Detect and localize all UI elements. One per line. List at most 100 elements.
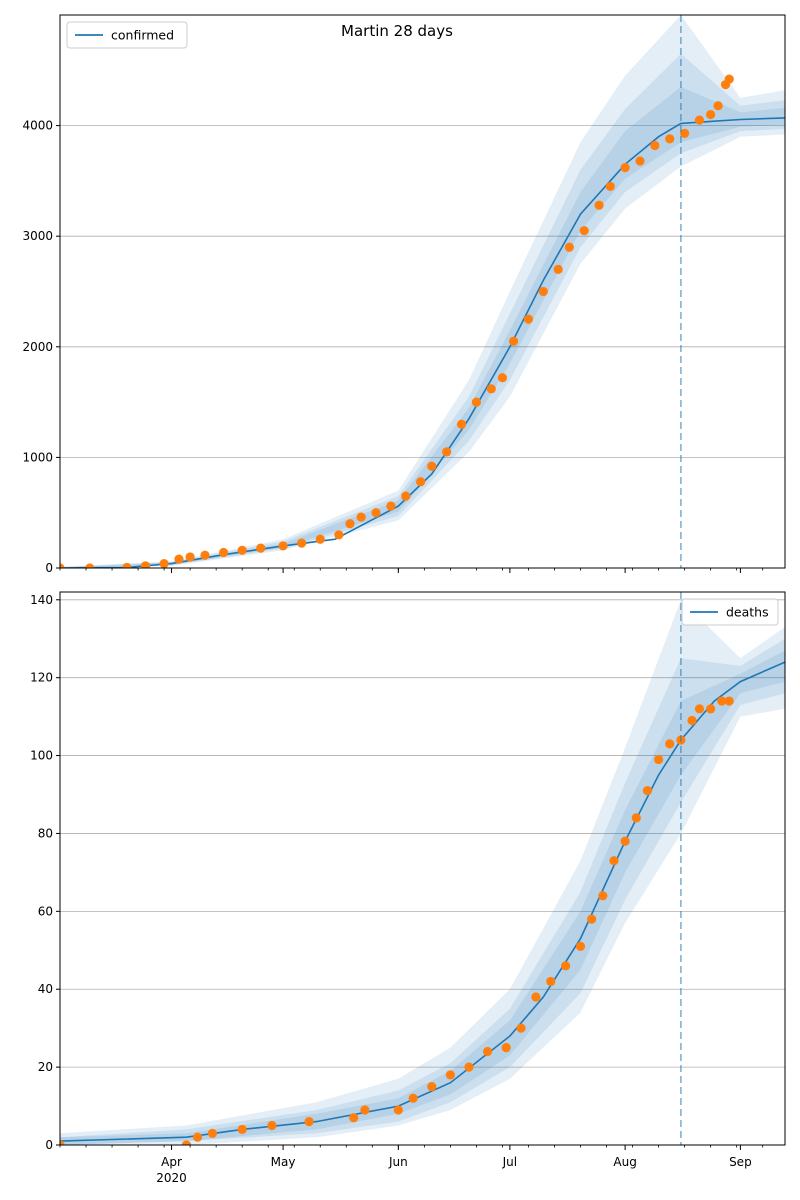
observed-point — [713, 101, 723, 111]
plot-area — [60, 599, 785, 1145]
observed-point — [724, 74, 734, 84]
observed-point — [386, 501, 396, 511]
observed-point — [122, 562, 132, 568]
y-tick-label: 0 — [45, 1138, 53, 1152]
observed-point — [706, 704, 716, 714]
y-tick-label: 20 — [38, 1060, 53, 1074]
observed-point — [185, 552, 195, 562]
observed-point — [598, 891, 608, 901]
uncertainty-band-3 — [60, 86, 785, 568]
axes-frame — [59, 14, 786, 569]
x-tick-label: May — [271, 1155, 296, 1169]
observed-point — [237, 545, 247, 555]
observed-point — [620, 163, 630, 173]
observed-point — [60, 1140, 65, 1145]
observed-point — [706, 109, 716, 120]
observed-point — [427, 1081, 437, 1092]
observed-point — [546, 976, 556, 987]
y-tick-label: 1000 — [22, 450, 53, 464]
x-tick-label: Aug — [613, 1155, 636, 1169]
observed-point — [650, 140, 660, 151]
y-tick-label: 60 — [38, 904, 53, 918]
plot-area — [60, 15, 785, 568]
model-line-deaths — [60, 661, 785, 1142]
observed-point — [575, 941, 586, 951]
observed-point — [304, 1117, 314, 1127]
observed-point — [345, 519, 355, 529]
observed-point — [278, 541, 288, 551]
legend-label: deaths — [726, 605, 769, 620]
observed-point — [159, 558, 169, 568]
observed-point — [665, 134, 675, 144]
observed-point — [371, 508, 381, 518]
uncertainty-band-3 — [60, 650, 785, 1145]
observed-point — [717, 696, 727, 706]
observed-point — [349, 1113, 359, 1123]
observed-point — [140, 561, 151, 568]
uncertainty-band-1 — [60, 15, 785, 568]
observed-point — [445, 1070, 455, 1080]
observed-point — [471, 397, 482, 407]
observed-point — [642, 786, 653, 796]
observed-point — [609, 856, 619, 866]
observed-point — [218, 547, 229, 558]
legend-deaths: deaths — [681, 598, 779, 626]
observed-point — [694, 704, 705, 714]
y-tick-label: 4000 — [22, 119, 53, 133]
observed-point — [486, 384, 496, 394]
observed-point — [181, 1140, 192, 1145]
observed-point — [635, 156, 645, 166]
observed-point — [531, 992, 541, 1002]
uncertainty-band-1 — [60, 599, 785, 1145]
observed-point — [464, 1062, 474, 1072]
observed-point — [587, 914, 597, 924]
uncertainty-band-2 — [60, 638, 785, 1145]
observed-point — [653, 754, 664, 765]
x-tick-label: Apr — [161, 1155, 182, 1169]
observed-point — [594, 200, 604, 210]
legend-box — [681, 598, 779, 626]
observed-point — [408, 1093, 418, 1103]
observed-point — [508, 336, 519, 346]
observed-point — [192, 1132, 203, 1142]
observed-point — [538, 286, 548, 297]
observed-point — [315, 534, 325, 544]
legend-label: confirmed — [111, 28, 174, 43]
model-line-confirmed — [60, 117, 785, 568]
observed-point — [553, 264, 563, 274]
observed-point — [564, 242, 574, 252]
observed-point — [416, 477, 426, 487]
observed-point — [85, 563, 95, 568]
observed-point — [605, 181, 615, 192]
observed-point — [237, 1124, 247, 1135]
y-tick-label: 2000 — [22, 340, 53, 354]
y-tick-label: 3000 — [22, 229, 53, 243]
observed-point — [207, 1128, 218, 1138]
y-tick-label: 100 — [30, 749, 53, 763]
observed-point — [456, 419, 467, 429]
observed-point — [393, 1105, 403, 1115]
observed-point — [482, 1046, 493, 1057]
axes-frame — [59, 591, 786, 1146]
y-tick-label: 140 — [30, 593, 53, 607]
observed-point — [631, 813, 641, 823]
observed-point — [174, 554, 184, 564]
observed-point — [442, 447, 452, 457]
observed-point — [267, 1120, 277, 1131]
observed-point — [356, 512, 366, 522]
observed-point — [497, 373, 508, 383]
observed-point — [360, 1105, 370, 1115]
observed-point — [200, 550, 210, 560]
x-tick-label: Jun — [388, 1155, 408, 1169]
observed-point — [687, 715, 697, 726]
observed-point — [256, 543, 266, 553]
observed-point — [334, 530, 344, 540]
uncertainty-band-2 — [60, 53, 785, 568]
legend-box — [66, 21, 188, 49]
observed-point — [60, 563, 65, 568]
observed-point — [427, 461, 437, 471]
observed-point — [297, 538, 307, 548]
deaths-panel: 0 20 40 60 80 100 120 140 Apr 2020 May Jun Jul Aug Sep… — [30, 591, 786, 1185]
x-tick-label: Sep — [729, 1155, 752, 1169]
observed-point — [501, 1043, 511, 1053]
